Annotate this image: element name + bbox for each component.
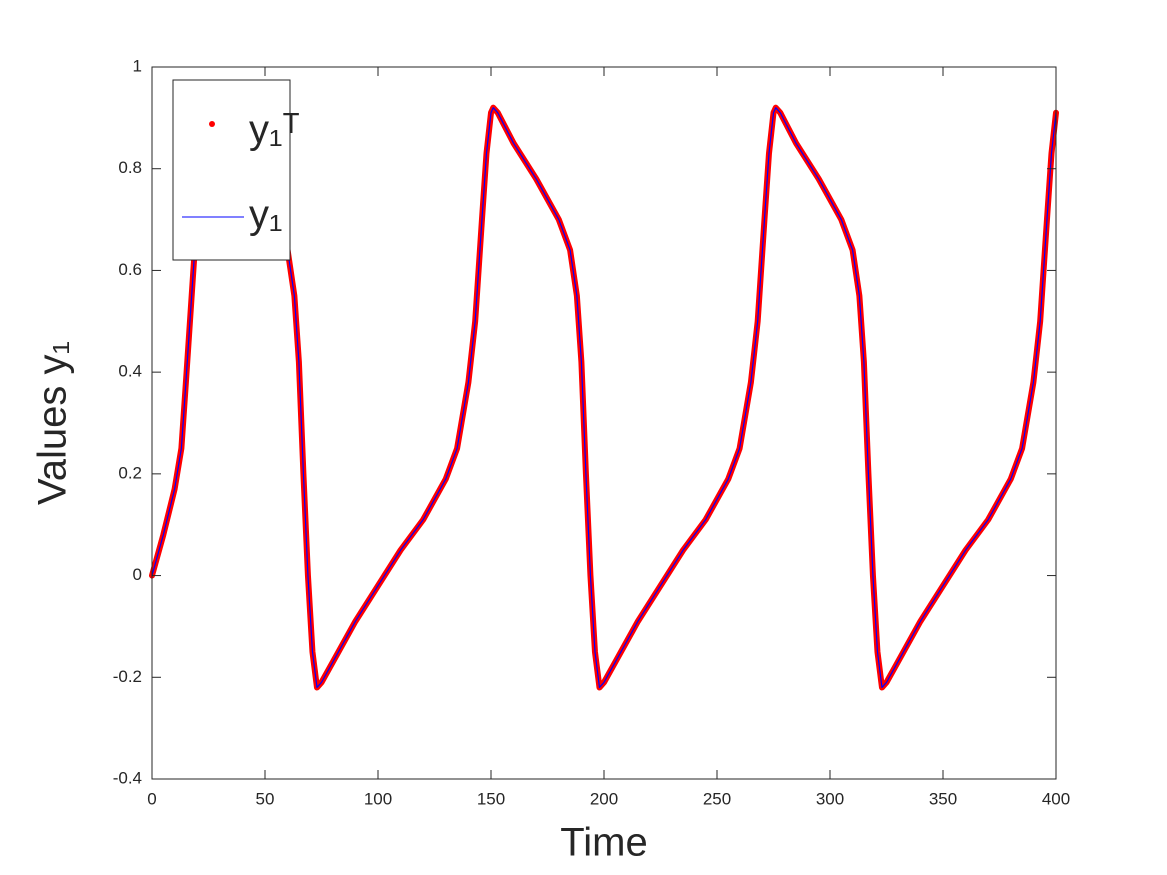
- legend-box: [172, 79, 291, 261]
- legend-label: y₁: [249, 193, 283, 237]
- legend-marker: [209, 121, 215, 127]
- y-tick-label: 0.6: [118, 260, 142, 279]
- y-tick-label: 0.4: [118, 362, 142, 381]
- x-tick-label: 0: [147, 789, 156, 808]
- x-tick-label: 350: [929, 789, 957, 808]
- y-tick-label: 0.2: [118, 463, 142, 482]
- legend-label: y₁ᵀ: [249, 108, 300, 152]
- y-tick-label: -0.4: [113, 768, 142, 787]
- x-axis-label: Time: [560, 821, 647, 865]
- x-tick-label: 300: [816, 789, 844, 808]
- y-tick-label: 0: [133, 565, 142, 584]
- y-axis-label: Values y₁: [31, 341, 75, 505]
- x-tick-label: 200: [590, 789, 618, 808]
- y-tick-label: 1: [133, 56, 142, 75]
- x-tick-label: 400: [1042, 789, 1070, 808]
- x-tick-label: 100: [364, 789, 392, 808]
- y-tick-label: 0.8: [118, 158, 142, 177]
- y-tick-label: -0.2: [113, 667, 142, 686]
- x-tick-label: 50: [256, 789, 275, 808]
- x-tick-label: 150: [477, 789, 505, 808]
- x-tick-label: 250: [703, 789, 731, 808]
